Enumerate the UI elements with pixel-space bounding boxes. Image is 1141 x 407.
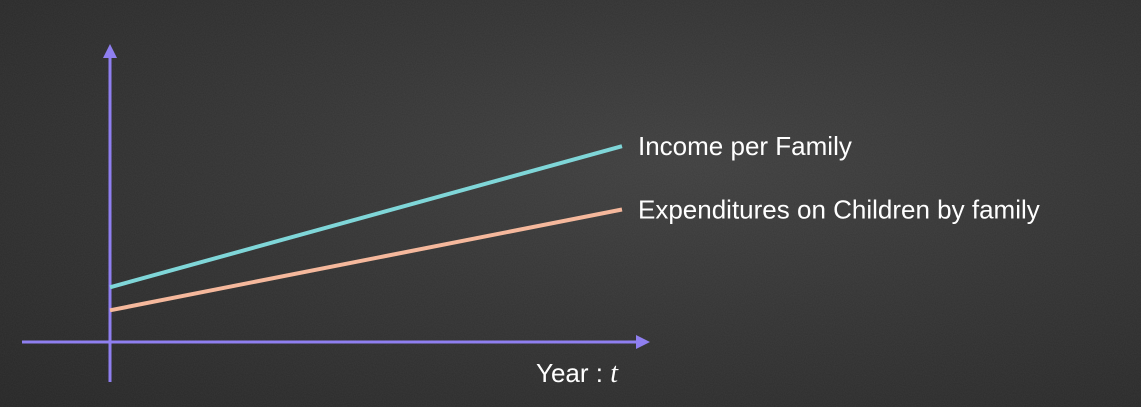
x-axis-arrowhead	[636, 335, 650, 349]
series-label-expenditures-on-children-by-family: Expenditures on Children by family	[638, 195, 1040, 225]
axes	[22, 44, 650, 382]
series-line-expenditures-on-children-by-family	[109, 207, 623, 313]
x-axis-label-text: Year :	[536, 358, 610, 388]
y-axis-arrowhead	[103, 44, 117, 58]
x-axis-label: Year : t	[536, 358, 619, 389]
series-group: Income per Family Expenditures on Childre…	[109, 131, 1040, 313]
x-axis-variable: t	[610, 358, 619, 389]
series-line-income-per-family	[109, 144, 623, 290]
series-label-income-per-family: Income per Family	[638, 131, 852, 161]
